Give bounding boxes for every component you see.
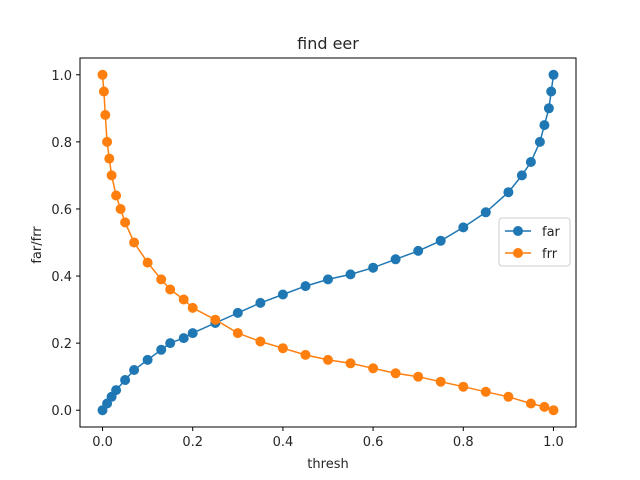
data-point-frr <box>255 336 266 347</box>
x-tick-label: 0.2 <box>182 435 203 450</box>
x-tick-label: 0.8 <box>453 435 474 450</box>
data-point-far <box>156 344 167 355</box>
data-point-frr <box>187 302 198 313</box>
data-point-frr <box>111 190 122 201</box>
data-point-frr <box>142 257 153 268</box>
data-point-far <box>277 289 288 300</box>
legend-marker-frr <box>513 248 523 258</box>
data-point-far <box>300 281 311 292</box>
y-tick-label: 0.2 <box>51 337 72 352</box>
x-tick-label: 0.4 <box>273 435 294 450</box>
data-point-far <box>129 365 140 375</box>
data-point-far <box>187 328 198 339</box>
data-point-frr <box>97 69 108 80</box>
legend-label-frr: frr <box>542 247 558 262</box>
data-point-far <box>255 297 266 308</box>
y-tick-label: 0.4 <box>51 270 72 285</box>
data-point-frr <box>104 153 115 164</box>
data-point-frr <box>480 386 491 397</box>
data-point-far <box>323 274 333 285</box>
x-tick-label: 0.6 <box>363 435 384 450</box>
y-axis-label: far/frr <box>30 226 45 264</box>
y-tick-label: 0.6 <box>51 203 72 218</box>
data-point-frr <box>323 354 333 365</box>
data-point-far <box>368 262 379 273</box>
y-tick-label: 0.8 <box>51 136 72 151</box>
legend-marker-far <box>513 226 523 236</box>
x-tick-label: 1.0 <box>543 435 564 450</box>
data-point-frr <box>129 237 140 248</box>
data-point-far <box>525 157 536 167</box>
data-point-frr <box>156 274 167 285</box>
data-point-far <box>165 338 176 349</box>
y-tick-label: 1.0 <box>51 69 72 84</box>
data-point-frr <box>115 204 126 214</box>
data-point-far <box>111 385 122 396</box>
data-point-far <box>142 354 153 365</box>
data-point-frr <box>368 363 379 374</box>
data-point-frr <box>102 136 113 147</box>
data-point-far <box>516 170 527 181</box>
data-point-far <box>539 120 550 131</box>
data-point-far <box>345 269 356 280</box>
data-point-frr <box>435 376 446 387</box>
data-point-far <box>480 207 491 218</box>
x-axis-label: thresh <box>307 457 348 472</box>
data-point-far <box>178 333 189 344</box>
chart-title: find eer <box>297 34 359 53</box>
data-point-frr <box>539 401 550 412</box>
data-point-frr <box>277 343 288 354</box>
legend: far frr <box>498 217 571 267</box>
data-point-far <box>503 187 514 198</box>
data-point-far <box>413 245 424 256</box>
data-point-frr <box>100 110 111 120</box>
data-point-frr <box>413 371 424 382</box>
data-point-far <box>543 103 554 114</box>
data-point-far <box>548 69 559 80</box>
x-tick-label: 0.0 <box>92 435 113 450</box>
data-point-frr <box>503 391 514 402</box>
data-point-frr <box>120 217 131 228</box>
legend-label-far: far <box>542 225 561 240</box>
data-point-far <box>546 86 557 97</box>
data-point-far <box>435 235 446 246</box>
axes-frame <box>79 57 577 428</box>
data-point-far <box>390 254 401 265</box>
data-point-frr <box>232 328 243 339</box>
data-point-frr <box>390 368 401 379</box>
plot-area <box>97 69 559 416</box>
data-point-frr <box>210 314 221 325</box>
data-point-frr <box>345 358 356 369</box>
data-point-frr <box>300 349 311 360</box>
data-point-frr <box>525 398 536 409</box>
y-tick-label: 0.0 <box>51 404 72 419</box>
data-point-frr <box>106 170 117 181</box>
data-point-frr <box>548 405 559 416</box>
data-point-far <box>458 222 469 233</box>
data-point-far <box>232 307 243 318</box>
axes: 0.0 0.2 0.4 0.6 0.8 1.0 0.0 0.2 0.4 0.6 0.8 1.0 <box>51 57 577 450</box>
data-point-frr <box>98 86 109 97</box>
data-point-frr <box>165 284 176 295</box>
data-point-frr <box>458 381 469 392</box>
data-point-frr <box>178 294 189 305</box>
data-point-far <box>120 375 131 385</box>
data-point-far <box>534 136 545 147</box>
